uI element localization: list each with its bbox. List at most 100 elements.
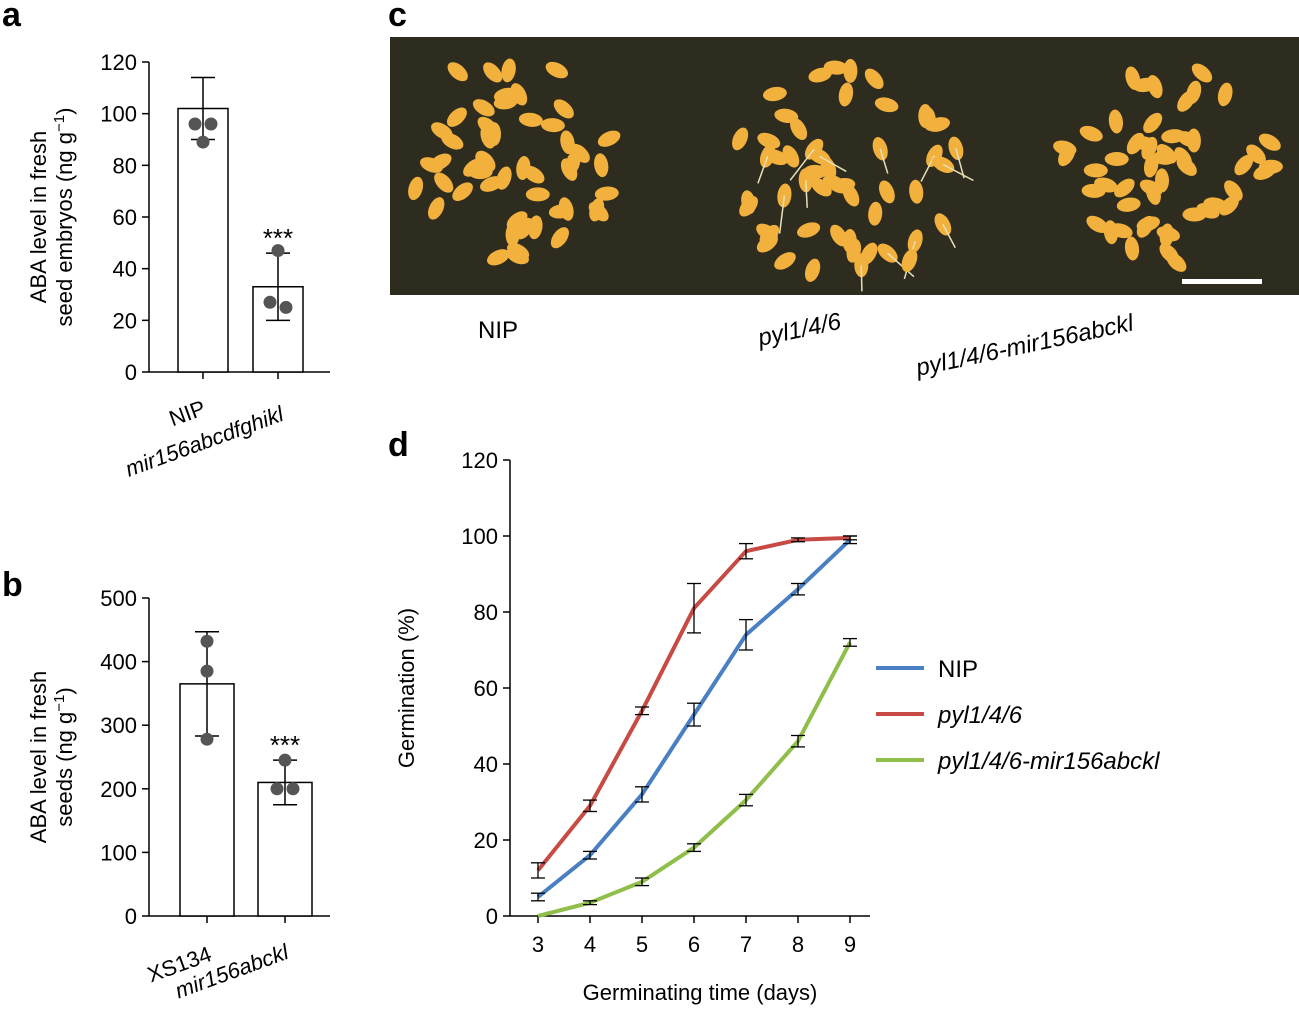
sprout xyxy=(942,163,974,182)
seed xyxy=(525,187,550,202)
seed xyxy=(429,153,452,171)
seed xyxy=(1156,226,1180,242)
chart-d-plot: 0 20 40 60 80 100 120 3 4 5 6 7 8 9 Germinating time (… xyxy=(394,448,1160,1005)
seed xyxy=(872,137,888,161)
seed xyxy=(1182,207,1207,222)
seed xyxy=(1058,144,1076,167)
y-tick-label: 200 xyxy=(100,777,137,802)
seed xyxy=(506,211,528,230)
y-tick-label: 40 xyxy=(113,257,137,282)
seed xyxy=(1124,236,1140,261)
seed xyxy=(1154,168,1170,193)
seed xyxy=(808,67,832,83)
seed xyxy=(594,153,609,178)
y-tick-label: 120 xyxy=(100,50,137,75)
seed xyxy=(493,87,518,103)
seed xyxy=(934,213,952,236)
seed xyxy=(441,132,464,150)
chart-a-plot: 0 20 40 60 80 100 120 ABA level in fresh seed em… xyxy=(26,50,330,482)
legend-label: NIP xyxy=(938,656,978,683)
seed xyxy=(804,258,821,282)
x-tick-label: 9 xyxy=(844,932,856,957)
seed xyxy=(1186,80,1202,105)
seed xyxy=(1152,150,1177,165)
seed xyxy=(1143,112,1163,134)
seed xyxy=(1079,125,1103,142)
seed xyxy=(558,197,574,221)
y-axis-title-line2: seeds (ng g−1) xyxy=(51,687,78,826)
seed xyxy=(874,97,899,113)
seed xyxy=(1086,215,1109,234)
seed xyxy=(782,145,800,168)
seed xyxy=(501,58,516,83)
panel-b: b 0 100 200 300 400 500 ABA level in fresh seed… xyxy=(2,566,330,1003)
y-tick-label: 60 xyxy=(474,676,498,701)
seed xyxy=(901,249,918,272)
sprout xyxy=(955,148,965,179)
y-tick-label: 60 xyxy=(113,205,137,230)
y-axis-title-line1: ABA level in fresh xyxy=(26,131,51,303)
seed xyxy=(472,99,495,117)
seed xyxy=(480,125,496,149)
seed xyxy=(506,248,529,265)
seed xyxy=(475,150,492,174)
data-point xyxy=(188,117,202,131)
y-tick-label: 100 xyxy=(100,840,137,865)
y-tick-label: 0 xyxy=(125,360,137,385)
seed xyxy=(1176,131,1200,148)
sprout xyxy=(860,265,863,292)
y-tick-label: 0 xyxy=(125,904,137,929)
seed xyxy=(565,151,581,175)
seed xyxy=(540,118,565,133)
bar xyxy=(177,107,229,373)
x-tick-label: 4 xyxy=(584,932,596,957)
significance-stars: *** xyxy=(270,730,300,760)
sprout xyxy=(789,148,815,181)
seed xyxy=(843,58,858,83)
seed xyxy=(774,108,799,123)
sprout xyxy=(879,148,889,174)
seed xyxy=(550,227,569,249)
y-axis-title-line1: ABA level in fresh xyxy=(26,671,51,843)
y-tick-label: 100 xyxy=(100,102,137,127)
scale-bar xyxy=(1182,279,1262,284)
seed xyxy=(1224,180,1243,202)
seed xyxy=(1109,223,1133,239)
photo-label-nip: NIP xyxy=(478,317,518,344)
y-axis-title-line2: seed embryos (ng g−1) xyxy=(51,108,78,327)
seed xyxy=(1094,177,1118,193)
seed xyxy=(842,184,860,207)
data-point xyxy=(196,135,210,149)
y-tick-label: 300 xyxy=(100,713,137,738)
seed xyxy=(846,238,862,263)
seed xyxy=(1108,109,1124,134)
seed xyxy=(1176,156,1197,176)
seed xyxy=(553,99,574,119)
seed xyxy=(762,86,787,102)
significance-stars: *** xyxy=(263,223,293,253)
seed xyxy=(1116,197,1141,212)
data-point xyxy=(271,244,285,258)
seed xyxy=(408,176,424,201)
x-tick-label: 8 xyxy=(792,932,804,957)
seed xyxy=(1143,153,1159,178)
panel-letter-c: c xyxy=(388,0,407,34)
seed xyxy=(594,186,619,201)
seed xyxy=(1191,63,1213,83)
seed xyxy=(483,62,503,83)
seed xyxy=(948,136,964,161)
seed xyxy=(1234,154,1254,176)
panel-c: c NIP pyl1/4/6 pyl1/4/6-mir156abckl xyxy=(388,0,1299,382)
seed xyxy=(823,60,848,75)
y-tick-label: 40 xyxy=(474,752,498,777)
seed xyxy=(759,224,780,245)
seed xyxy=(427,197,445,220)
seed xyxy=(926,117,950,132)
sprout xyxy=(757,155,769,184)
seed xyxy=(790,118,808,140)
data-point xyxy=(279,300,293,314)
series-line xyxy=(537,641,852,918)
seed xyxy=(759,144,776,168)
legend-label: pyl1/4/6-mir156abckl xyxy=(937,748,1160,775)
seed xyxy=(1126,132,1145,155)
